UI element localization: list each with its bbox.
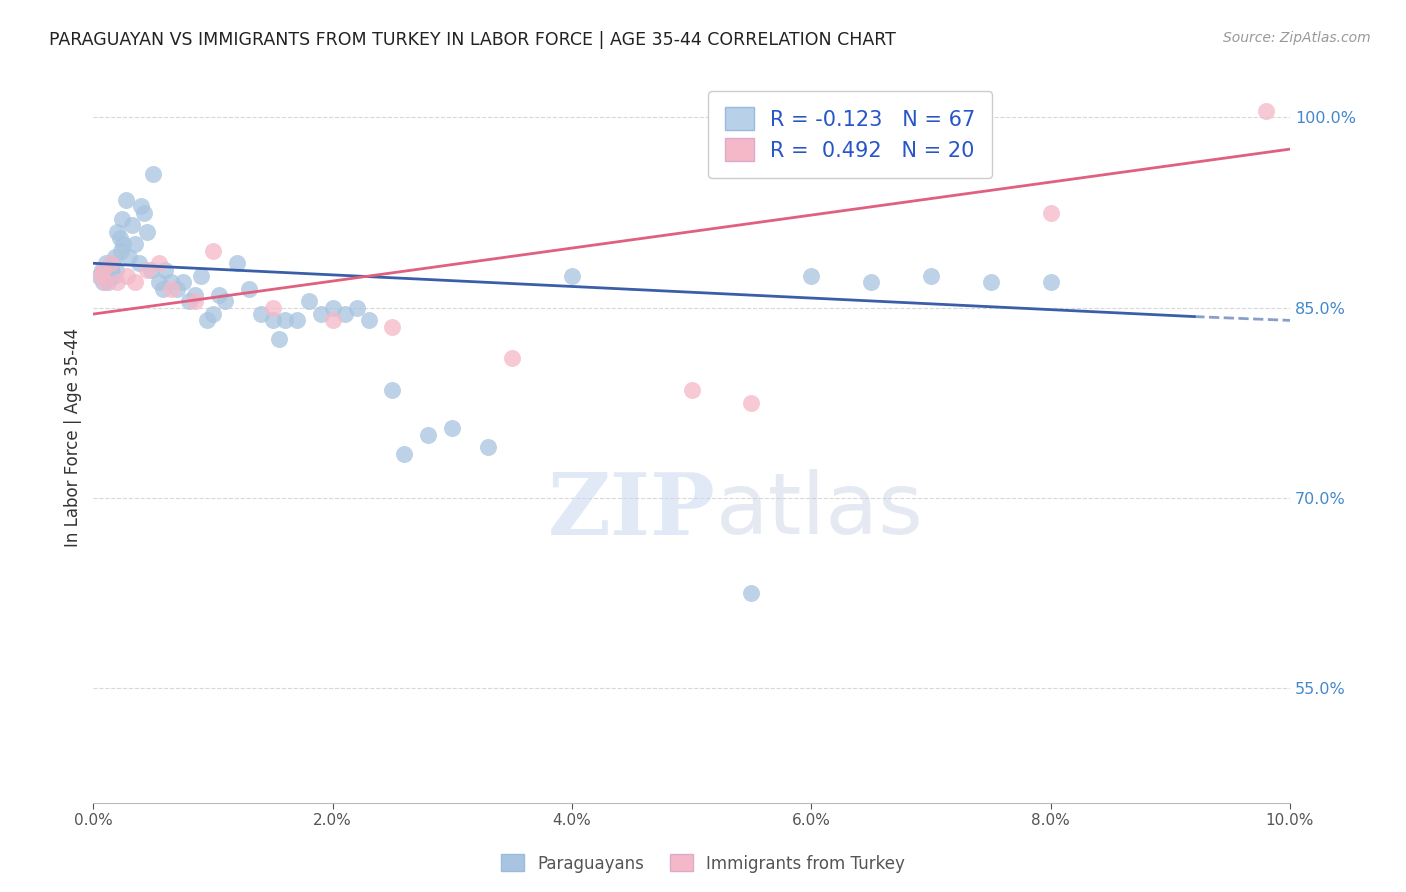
- Point: [97, 262, 120, 277]
- Point: [208, 288, 231, 302]
- Point: [477, 440, 499, 454]
- Point: [105, 262, 128, 277]
- Legend: Paraguayans, Immigrants from Turkey: Paraguayans, Immigrants from Turkey: [495, 847, 911, 880]
- Point: [110, 244, 132, 258]
- Point: [357, 313, 380, 327]
- Point: [920, 268, 942, 283]
- Point: [90, 262, 112, 277]
- Point: [160, 276, 183, 290]
- Point: [148, 256, 170, 270]
- Point: [98, 268, 121, 283]
- Point: [267, 333, 290, 347]
- Point: [381, 319, 404, 334]
- Point: [105, 276, 128, 290]
- Point: [152, 282, 174, 296]
- Point: [166, 282, 188, 296]
- Point: [681, 383, 703, 397]
- Point: [121, 219, 143, 233]
- Point: [160, 282, 183, 296]
- Point: [980, 276, 1002, 290]
- Point: [561, 268, 583, 283]
- Point: [322, 301, 344, 315]
- Point: [860, 276, 883, 290]
- Point: [322, 313, 344, 327]
- Point: [139, 262, 162, 277]
- Point: [97, 276, 120, 290]
- Point: [226, 256, 249, 270]
- Point: [132, 205, 155, 219]
- Point: [274, 313, 297, 327]
- Point: [104, 250, 127, 264]
- Point: [381, 383, 404, 397]
- Point: [100, 262, 122, 277]
- Point: [250, 307, 273, 321]
- Point: [91, 262, 114, 277]
- Point: [800, 268, 823, 283]
- Point: [94, 276, 117, 290]
- Point: [201, 244, 224, 258]
- Point: [111, 211, 134, 226]
- Text: atlas: atlas: [716, 469, 924, 552]
- Point: [201, 307, 224, 321]
- Point: [184, 294, 207, 309]
- Point: [100, 256, 122, 270]
- Point: [333, 307, 356, 321]
- Text: Source: ZipAtlas.com: Source: ZipAtlas.com: [1223, 31, 1371, 45]
- Point: [148, 276, 170, 290]
- Legend: R = -0.123   N = 67, R =  0.492   N = 20: R = -0.123 N = 67, R = 0.492 N = 20: [709, 91, 993, 178]
- Point: [153, 262, 176, 277]
- Y-axis label: In Labor Force | Age 35-44: In Labor Force | Age 35-44: [65, 328, 82, 548]
- Point: [136, 262, 159, 277]
- Point: [96, 256, 118, 270]
- Point: [105, 225, 128, 239]
- Point: [124, 237, 146, 252]
- Point: [346, 301, 368, 315]
- Point: [142, 168, 165, 182]
- Point: [285, 313, 308, 327]
- Point: [262, 301, 284, 315]
- Point: [1254, 103, 1277, 118]
- Point: [115, 268, 138, 283]
- Point: [114, 193, 136, 207]
- Text: ZIP: ZIP: [548, 468, 716, 553]
- Point: [195, 313, 218, 327]
- Point: [298, 294, 321, 309]
- Point: [129, 199, 152, 213]
- Point: [441, 421, 464, 435]
- Point: [418, 427, 440, 442]
- Point: [740, 396, 762, 410]
- Point: [108, 231, 131, 245]
- Point: [91, 276, 114, 290]
- Point: [124, 276, 146, 290]
- Point: [94, 268, 117, 283]
- Point: [184, 288, 207, 302]
- Point: [309, 307, 332, 321]
- Point: [136, 225, 159, 239]
- Point: [1039, 276, 1062, 290]
- Point: [103, 268, 125, 283]
- Point: [128, 256, 150, 270]
- Point: [214, 294, 236, 309]
- Point: [112, 237, 135, 252]
- Point: [101, 256, 124, 270]
- Point: [501, 351, 523, 366]
- Point: [740, 586, 762, 600]
- Point: [1039, 205, 1062, 219]
- Point: [93, 262, 115, 277]
- Point: [190, 268, 212, 283]
- Point: [89, 268, 111, 283]
- Point: [89, 268, 111, 283]
- Point: [118, 250, 141, 264]
- Point: [262, 313, 284, 327]
- Point: [394, 447, 416, 461]
- Point: [177, 294, 200, 309]
- Text: PARAGUAYAN VS IMMIGRANTS FROM TURKEY IN LABOR FORCE | AGE 35-44 CORRELATION CHAR: PARAGUAYAN VS IMMIGRANTS FROM TURKEY IN …: [49, 31, 896, 49]
- Point: [172, 276, 194, 290]
- Point: [238, 282, 260, 296]
